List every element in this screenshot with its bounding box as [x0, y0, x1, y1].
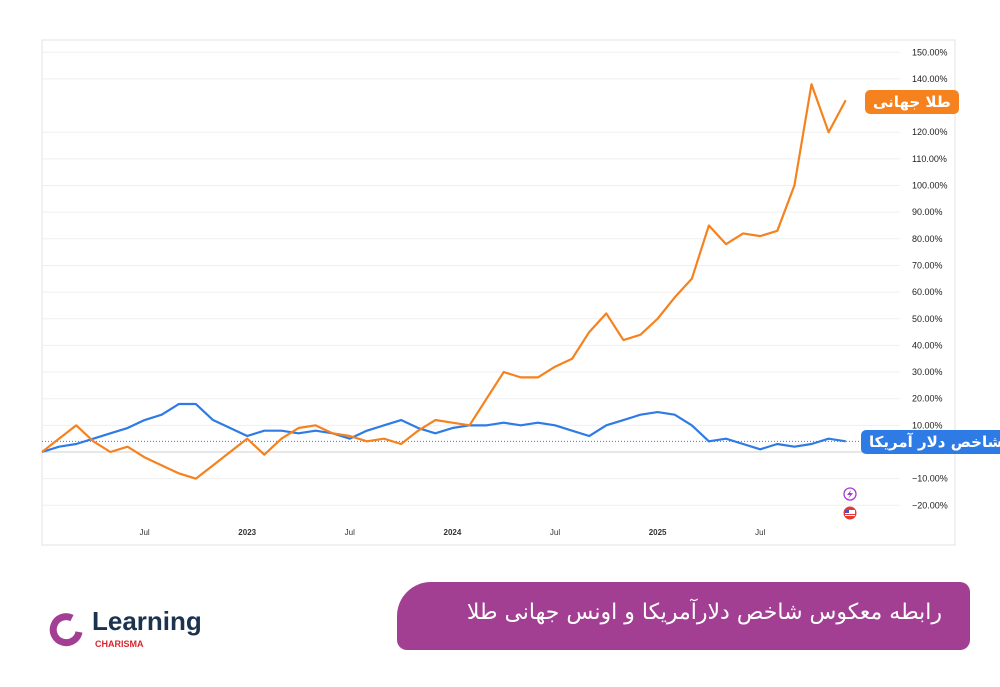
y-tick-label: 140.00% — [912, 74, 948, 84]
y-tick-label: 100.00% — [912, 181, 948, 191]
y-tick-label: 60.00% — [912, 287, 943, 297]
chart: 150.00% 140.00% 120.00% 110.00% 100.00% 90.00… — [41, 39, 956, 546]
x-tick-label: Jul — [139, 528, 149, 537]
title-banner: رابطه معکوس شاخص دلارآمریکا و اونس جهانی… — [397, 582, 970, 650]
x-tick-label: 2023 — [238, 528, 256, 537]
logo-sub: CHARISMA — [95, 639, 144, 649]
y-tick-label: 50.00% — [912, 314, 943, 324]
y-tick-label: 110.00% — [912, 154, 947, 164]
x-tick-label: 2025 — [649, 528, 667, 537]
y-tick-label: 70.00% — [912, 260, 943, 270]
banner-title: رابطه معکوس شاخص دلارآمریکا و اونس جهانی… — [466, 600, 942, 625]
y-tick-label: 10.00% — [912, 420, 943, 430]
x-tick-label: 2024 — [444, 528, 462, 537]
logo-word: Learning — [92, 606, 202, 636]
lightning-icon — [843, 487, 857, 501]
y-tick-label: −10.00% — [912, 474, 948, 484]
dollar-index-series-label: شاخص دلار آمریکا — [861, 430, 1000, 454]
gold-series-line — [41, 83, 847, 480]
y-tick-label: −20.00% — [912, 500, 948, 510]
x-tick-label: Jul — [550, 528, 560, 537]
x-tick-label: Jul — [345, 528, 355, 537]
x-tick-label: Jul — [755, 528, 765, 537]
dollar-index-series-line — [41, 402, 846, 454]
y-tick-label: 30.00% — [912, 367, 943, 377]
logo-mark-icon — [49, 613, 83, 647]
gold-series-label: طلا جهانی — [865, 90, 959, 114]
y-tick-label: 90.00% — [912, 207, 943, 217]
y-tick-label: 80.00% — [912, 234, 943, 244]
y-tick-label: 40.00% — [912, 340, 943, 350]
y-tick-label: 120.00% — [912, 127, 948, 137]
us-flag-icon — [843, 506, 857, 520]
y-tick-label: 150.00% — [912, 47, 948, 57]
y-tick-label: 20.00% — [912, 394, 943, 404]
